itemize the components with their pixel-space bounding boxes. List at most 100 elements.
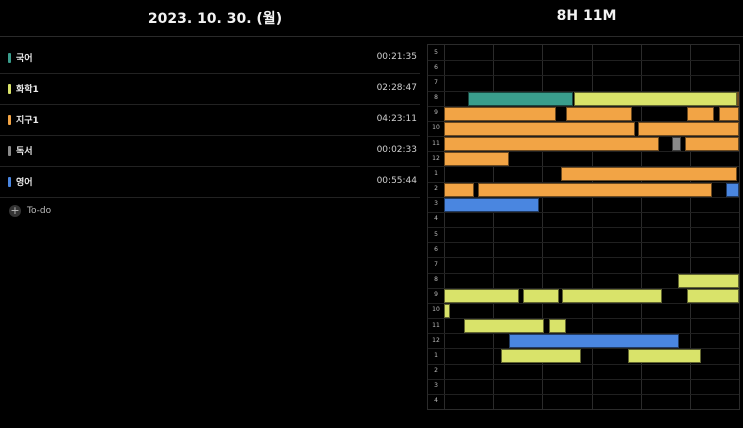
study-session-block — [463, 319, 544, 334]
hour-label: 7 — [434, 78, 438, 86]
study-session-block — [562, 288, 662, 303]
grid-row-line — [428, 90, 739, 92]
grid-row-line — [428, 60, 739, 62]
subject-item-korean[interactable]: 국어 00:21:35 — [0, 43, 420, 74]
grid-row-line — [428, 378, 739, 380]
subject-name: 독서 — [16, 147, 33, 157]
subject-item-earth-science[interactable]: 지구1 04:23:11 — [0, 105, 420, 136]
hour-label: 12 — [432, 336, 440, 344]
subject-color-bar — [8, 115, 11, 125]
study-session-block — [565, 106, 633, 121]
todo-label: To-do — [27, 206, 52, 216]
hour-label: 11 — [432, 139, 440, 147]
subject-item-chemistry[interactable]: 화학1 02:28:47 — [0, 74, 420, 105]
hour-label: 4 — [434, 397, 438, 405]
subject-name: 지구1 — [16, 116, 39, 126]
study-session-block — [444, 152, 510, 167]
study-session-block — [561, 167, 737, 182]
grid-row-line — [428, 120, 739, 122]
hour-label: 7 — [434, 260, 438, 268]
subject-list: 국어 00:21:35 화학1 02:28:47 지구1 04:23:11 독서… — [0, 43, 420, 224]
study-session-block — [687, 288, 739, 303]
app-header: 2023. 10. 30. (월) 8H 11M — [0, 0, 743, 37]
subject-name: 영어 — [16, 178, 33, 188]
grid-row-line — [428, 393, 739, 395]
hour-label: 12 — [432, 154, 440, 162]
study-session-block — [509, 334, 680, 349]
grid-row-line — [428, 196, 739, 198]
study-session-block — [574, 91, 737, 106]
hour-label: 2 — [434, 185, 438, 193]
plus-icon: + — [9, 204, 21, 217]
study-session-block — [444, 137, 660, 152]
hour-label: 11 — [432, 321, 440, 329]
grid-row-line — [428, 333, 739, 335]
grid-row-line — [428, 211, 739, 213]
study-session-block — [628, 349, 702, 364]
study-session-block — [444, 197, 539, 212]
study-session-block — [522, 288, 559, 303]
grid-row-line — [428, 75, 739, 77]
subject-item-english[interactable]: 영어 00:55:44 — [0, 167, 420, 198]
subject-name: 화학1 — [16, 85, 39, 95]
study-session-block — [444, 121, 635, 136]
hour-label: 6 — [434, 63, 438, 71]
date-title: 2023. 10. 30. (월) — [147, 11, 283, 27]
subject-time: 00:55:44 — [376, 176, 417, 186]
grid-row-line — [428, 363, 739, 365]
grid-row-line — [428, 227, 739, 228]
subject-color-bar — [8, 177, 11, 187]
hour-label: 5 — [434, 230, 438, 238]
subject-color-bar — [8, 84, 11, 94]
grid-row-line — [428, 181, 739, 183]
study-session-block — [444, 303, 450, 318]
study-session-block — [687, 106, 715, 121]
timeline-grid: 5 6 7 8 9 10 11 12 1 2 3 4 5 6 7 8 9 10 11 12 1 2 3 4 — [427, 44, 740, 410]
grid-row-line — [428, 348, 739, 350]
subject-time: 00:02:33 — [376, 145, 417, 155]
subject-color-bar — [8, 146, 11, 156]
hour-label: 8 — [434, 276, 438, 284]
study-session-block — [444, 106, 557, 121]
subject-time: 00:21:35 — [376, 52, 417, 62]
hour-label: 8 — [434, 94, 438, 102]
grid-row-line — [428, 136, 739, 137]
study-session-block — [444, 288, 520, 303]
grid-row-line — [428, 105, 739, 107]
study-session-block — [444, 182, 475, 197]
study-session-block — [725, 182, 739, 197]
subject-time: 04:23:11 — [376, 114, 417, 124]
study-session-block — [736, 91, 739, 106]
subject-item-reading[interactable]: 독서 00:02:33 — [0, 136, 420, 167]
grid-row-line — [428, 151, 739, 153]
hour-label: 10 — [432, 124, 440, 132]
study-session-block — [638, 121, 739, 136]
grid-row-line — [428, 302, 739, 304]
grid-row-line — [428, 242, 739, 244]
hour-label: 3 — [434, 200, 438, 208]
study-session-block — [467, 91, 574, 106]
subject-time: 02:28:47 — [376, 83, 417, 93]
total-study-time: 8H 11M — [556, 8, 617, 24]
hour-label: 9 — [434, 291, 438, 299]
study-session-block — [478, 182, 712, 197]
subject-color-bar — [8, 53, 11, 63]
study-session-block — [719, 106, 739, 121]
add-todo-button[interactable]: + To-do — [0, 198, 420, 224]
hour-label: 3 — [434, 382, 438, 390]
study-session-block — [677, 273, 739, 288]
hour-label: 2 — [434, 367, 438, 375]
hour-label: 4 — [434, 215, 438, 223]
hour-label: 6 — [434, 245, 438, 253]
grid-row-line — [428, 318, 739, 319]
study-session-block — [671, 137, 682, 152]
study-session-block — [684, 137, 739, 152]
subject-name: 국어 — [16, 54, 33, 64]
grid-row-line — [428, 272, 739, 274]
hour-label: 10 — [432, 306, 440, 314]
grid-row-line — [428, 287, 739, 289]
study-session-block — [500, 349, 581, 364]
grid-row-line — [428, 257, 739, 259]
hour-label: 1 — [434, 169, 438, 177]
hour-label: 9 — [434, 109, 438, 117]
